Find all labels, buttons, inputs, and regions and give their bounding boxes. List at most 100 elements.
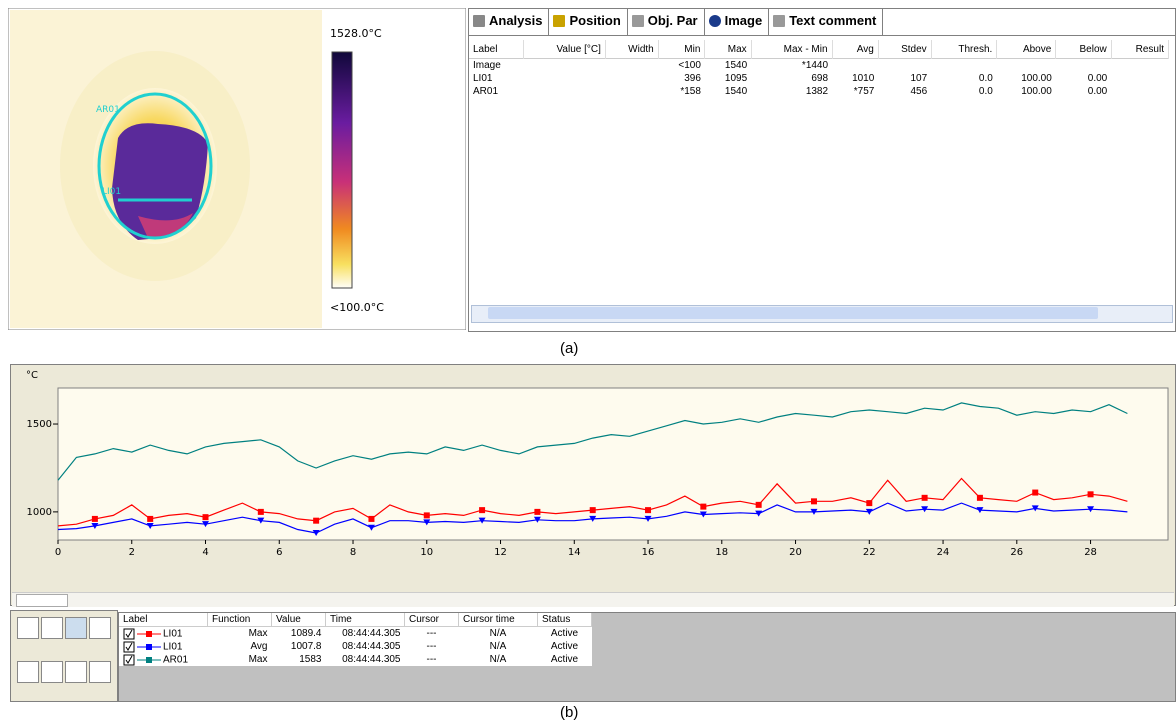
analysis-panel: Analysis Position Obj. Par Image Text commen… (468, 8, 1176, 332)
play-button[interactable] (17, 617, 39, 639)
cell: 1007.8 (290, 641, 322, 652)
y-tick-label: 1500 (27, 419, 52, 430)
marker (589, 507, 596, 514)
series-row: LI01 Max 1089.4 08:44:44.305 --- N/A Active (119, 627, 592, 641)
marker (478, 517, 486, 524)
legend-swatch (123, 654, 161, 665)
cell: Max (248, 654, 268, 665)
tab[interactable]: Analysis (469, 9, 550, 35)
table-row: AR01 *158 1540 1382 *757 456 0.0 100.00 0.00 (469, 85, 1169, 98)
cell: LI01 (119, 640, 208, 653)
legend-swatch (123, 628, 161, 639)
cell: *757 (853, 86, 875, 97)
tab-label: Image (724, 13, 763, 28)
marker (810, 508, 818, 515)
cell: 08:44:44.305 (342, 654, 401, 665)
stop-button[interactable] (41, 617, 63, 639)
cell: 396 (684, 73, 701, 84)
series-panel: Label Function Value Time Cursor Cursor time S… (118, 612, 1176, 702)
marker (146, 522, 154, 529)
cell: 1010 (852, 73, 875, 84)
tab[interactable]: Image (705, 9, 770, 35)
cell: *1440 (801, 60, 829, 71)
column-header: Max - Min (751, 40, 833, 59)
tab[interactable]: Position (549, 9, 628, 35)
x-tick-label: 0 (55, 547, 61, 558)
marker (257, 517, 265, 524)
cell: 08:44:44.305 (342, 641, 401, 652)
x-tick-label: 12 (494, 547, 507, 558)
column-header: Above (996, 40, 1057, 59)
marker (976, 494, 983, 501)
zoom-in-button[interactable] (17, 661, 39, 683)
zoom-fit-button[interactable] (65, 661, 87, 683)
clear-button[interactable] (89, 661, 111, 683)
column-header: Label (119, 613, 208, 627)
marker (810, 498, 817, 505)
marker (700, 503, 707, 510)
series-row: LI01 Avg 1007.8 08:44:44.305 --- N/A Active (119, 640, 592, 653)
h-scrollbar[interactable] (471, 305, 1173, 323)
tab-label: Text comment (789, 13, 877, 28)
colorbar (331, 51, 353, 289)
marker (1087, 506, 1095, 513)
auto-button[interactable] (65, 617, 87, 639)
x-tick-label: 14 (568, 547, 581, 558)
tab-label: Obj. Par (647, 13, 698, 28)
thermal-view: AR01 LI01 1528.0°C <100.0°C (8, 8, 466, 330)
cell: N/A (489, 628, 507, 639)
column-header: Stdev (878, 40, 932, 59)
column-header: Thresh. (931, 40, 998, 59)
column-header: Result (1111, 40, 1170, 59)
x-tick-label: 22 (863, 547, 876, 558)
marker (645, 507, 652, 514)
marker (976, 507, 984, 514)
marker (423, 512, 430, 519)
export-button[interactable] (89, 617, 111, 639)
roi-label: AR01 (96, 105, 120, 115)
cell (832, 59, 878, 73)
chart-scrollbar[interactable] (12, 592, 1174, 607)
marker (755, 501, 762, 508)
cell: 456 (910, 86, 928, 97)
x-tick-label: 26 (1010, 547, 1023, 558)
cell: <100 (678, 60, 701, 71)
marker (921, 506, 929, 513)
x-tick-label: 16 (642, 547, 655, 558)
zoom-out-button[interactable] (41, 661, 63, 683)
cell: Active (550, 654, 579, 665)
cell: *158 (680, 86, 701, 97)
caption: (b) (560, 704, 579, 721)
tab[interactable]: Obj. Par (628, 9, 705, 35)
cell: Image (473, 60, 501, 71)
x-tick-label: 6 (276, 547, 282, 558)
tab[interactable]: Text comment (769, 9, 884, 35)
cell (931, 59, 997, 73)
marker (755, 510, 763, 517)
marker (1031, 505, 1039, 512)
cell: AR01 (473, 86, 499, 97)
toolbar (10, 610, 118, 702)
legend-label: LI01 (163, 641, 183, 653)
cell: 100.00 (1021, 73, 1052, 84)
marker (865, 508, 873, 515)
cell (524, 59, 606, 73)
cell (605, 72, 658, 85)
marker (534, 508, 541, 515)
x-tick-label: 18 (715, 547, 728, 558)
cell: 1583 (299, 654, 322, 665)
marker (367, 524, 375, 531)
marker (313, 517, 320, 524)
header-row: Label Function Value Time Cursor Cursor time S… (119, 613, 592, 627)
marker (866, 500, 873, 507)
cell: Max (248, 628, 268, 639)
cell: 1540 (724, 86, 748, 97)
cell (1111, 59, 1168, 73)
cell (878, 59, 931, 73)
marker (91, 522, 99, 529)
column-header: Max (704, 40, 752, 59)
cell: Active (550, 641, 579, 652)
marker (1087, 491, 1094, 498)
